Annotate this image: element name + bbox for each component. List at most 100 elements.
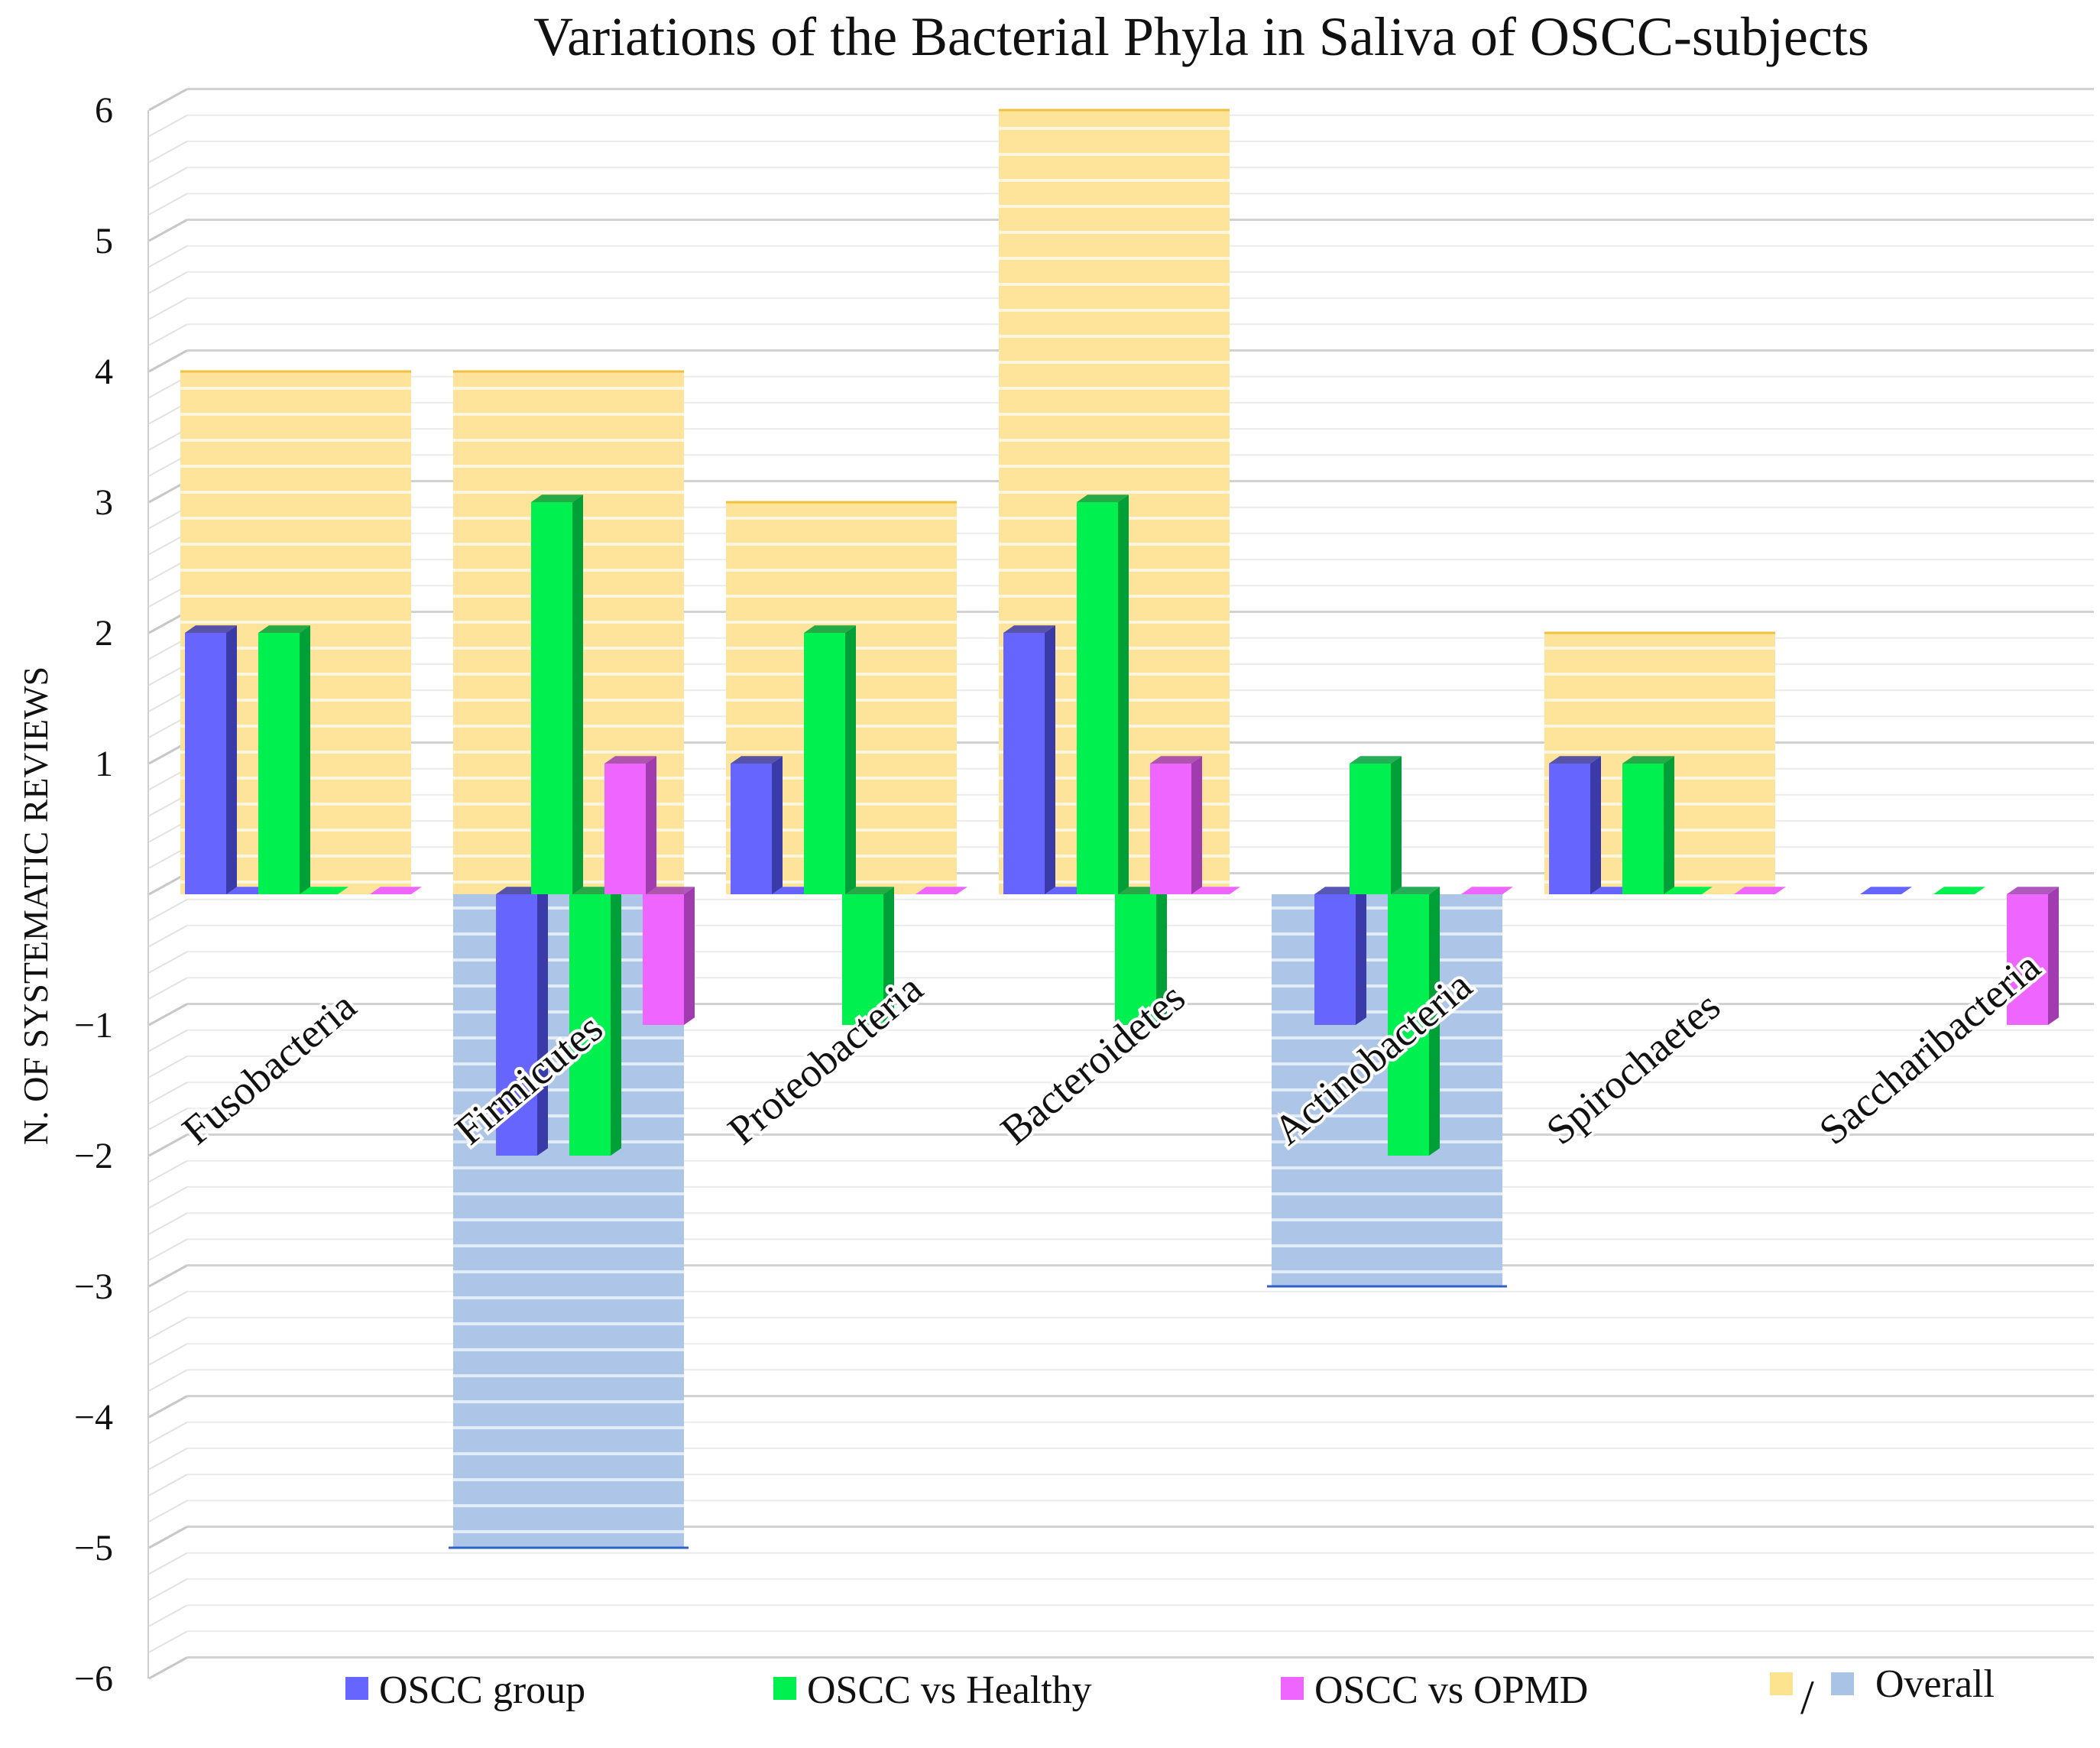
- bar-oscc-group-proteobacteria-increase: [731, 756, 783, 894]
- bar-front-face: [842, 894, 883, 1025]
- depth-gridline: [148, 245, 188, 268]
- bar-oscc-group-spirochaetes-increase: [1549, 756, 1601, 894]
- bar-oscc-vs-opmd-proteobacteria-decrease: [916, 887, 967, 894]
- depth-gridline: [148, 1578, 188, 1601]
- bar-side-face: [1664, 756, 1674, 894]
- depth-gridline: [148, 1421, 188, 1445]
- bar-oscc-vs-healthy-fusobacteria-decrease: [297, 887, 348, 894]
- bar-front-face: [2007, 894, 2048, 1025]
- bar-top-face: [1622, 756, 1674, 764]
- overall-layer: [180, 109, 1775, 1549]
- bar-top-face: [1461, 887, 1513, 894]
- legend-label-oscc-group: OSCC group: [379, 1669, 585, 1712]
- bar-oscc-vs-opmd-saccharibacteria-decrease: [2007, 887, 2059, 1025]
- y-tick-label: −2: [74, 1136, 113, 1176]
- bar-side-face: [1429, 887, 1440, 1156]
- depth-gridline: [148, 1526, 188, 1549]
- y-tick-label: 1: [95, 744, 113, 784]
- bar-oscc-vs-opmd-spirochaetes-decrease: [1734, 887, 1786, 894]
- depth-gridline: [148, 1056, 188, 1078]
- bar-layer: [185, 495, 2059, 1156]
- legend-swatch-oscc-vs-healthy: [773, 1677, 796, 1700]
- bar-front-face: [1622, 764, 1664, 894]
- bar-front-face: [643, 894, 684, 1025]
- legend-separator: /: [1800, 1670, 1814, 1724]
- bar-side-face: [1391, 756, 1402, 894]
- depth-gridline: [148, 1133, 188, 1157]
- bar-side-face: [646, 756, 656, 894]
- bar-front-face: [1150, 764, 1191, 894]
- bar-side-face: [2048, 887, 2059, 1025]
- depth-gridline: [148, 271, 188, 294]
- bar-side-face: [226, 625, 237, 894]
- depth-gridline: [148, 1395, 188, 1419]
- bar-oscc-vs-opmd-actinobacteria-decrease: [1461, 887, 1513, 894]
- bar-oscc-vs-healthy-actinobacteria-decrease: [1388, 887, 1440, 1156]
- depth-gridline: [148, 1003, 188, 1026]
- bar-side-face: [1356, 887, 1366, 1025]
- bar-side-face: [1191, 756, 1202, 894]
- bar-top-face: [1661, 887, 1713, 894]
- bar-top-face: [258, 625, 310, 633]
- depth-gridline: [148, 977, 188, 1000]
- legend-swatch-oscc-vs-opmd: [1281, 1677, 1304, 1700]
- category-label-proteobacteria: Proteobacteria: [719, 965, 931, 1153]
- y-tick-label: 5: [95, 221, 113, 261]
- bar-front-face: [1077, 502, 1118, 894]
- depth-gridline: [148, 1604, 188, 1627]
- depth-gridline: [148, 1630, 188, 1653]
- legend-label-oscc-vs-opmd: OSCC vs OPMD: [1314, 1669, 1588, 1712]
- bar-oscc-vs-healthy-proteobacteria-decrease: [842, 887, 894, 1025]
- bar-front-face: [604, 764, 646, 894]
- depth-gridline: [148, 323, 188, 346]
- bar-oscc-vs-opmd-firmicutes-decrease: [643, 887, 695, 1025]
- bar-top-face: [916, 887, 967, 894]
- depth-gridline: [148, 114, 188, 138]
- bar-top-face: [370, 887, 422, 894]
- bar-oscc-group-firmicutes-decrease: [496, 887, 548, 1156]
- overall-bar-actinobacteria-decrease: [1272, 894, 1502, 1286]
- bar-side-face: [883, 887, 894, 1025]
- depth-gridline: [148, 1317, 188, 1340]
- bar-front-face: [1314, 894, 1356, 1025]
- bar-top-face: [297, 887, 348, 894]
- depth-gridline: [148, 951, 188, 974]
- chart-title: Variations of the Bacterial Phyla in Sal…: [533, 6, 1869, 67]
- y-axis-label: N. OF SYSTEMATIC REVIEWS: [16, 666, 55, 1145]
- bar-oscc-vs-opmd-bacteroidetes-increase: [1150, 756, 1202, 894]
- depth-gridline: [148, 1552, 188, 1575]
- bar-top-face: [643, 887, 695, 894]
- legend-label-overall: Overall: [1875, 1662, 1995, 1706]
- depth-gridline: [148, 1159, 188, 1183]
- bar-front-face: [258, 633, 300, 894]
- bar-top-face: [1188, 887, 1240, 894]
- depth-gridline: [148, 1212, 188, 1235]
- depth-gridline: [148, 1474, 188, 1497]
- bar-top-face: [531, 495, 583, 502]
- legend-swatch-overall-decrease: [1831, 1672, 1854, 1695]
- bar-top-face: [804, 625, 856, 633]
- bar-side-face: [572, 495, 583, 894]
- bar-top-face: [1734, 887, 1786, 894]
- depth-gridline: [148, 141, 188, 164]
- bar-front-face: [1350, 764, 1391, 894]
- bar-front-face: [1115, 894, 1156, 1025]
- bar-oscc-group-fusobacteria-increase: [185, 625, 237, 894]
- bar-oscc-vs-opmd-firmicutes-increase: [604, 756, 656, 894]
- bar-oscc-group-saccharibacteria-decrease: [1860, 887, 1912, 894]
- bar-top-face: [842, 887, 894, 894]
- y-tick-label: −5: [74, 1528, 113, 1568]
- bar-oscc-group-bacteroidetes-increase: [1003, 625, 1055, 894]
- bar-oscc-vs-healthy-fusobacteria-increase: [258, 625, 310, 894]
- bar-top-face: [1077, 495, 1129, 502]
- bar-top-face: [1388, 887, 1440, 894]
- bar-top-face: [1549, 756, 1601, 764]
- bar-oscc-group-actinobacteria-decrease: [1314, 887, 1366, 1025]
- bar-side-face: [772, 756, 783, 894]
- y-tick-label: 2: [95, 613, 113, 653]
- depth-gridline: [148, 193, 188, 216]
- bar-oscc-vs-healthy-saccharibacteria-decrease: [1933, 887, 1985, 894]
- depth-gridline: [148, 219, 188, 242]
- y-tick-label: 3: [95, 482, 113, 523]
